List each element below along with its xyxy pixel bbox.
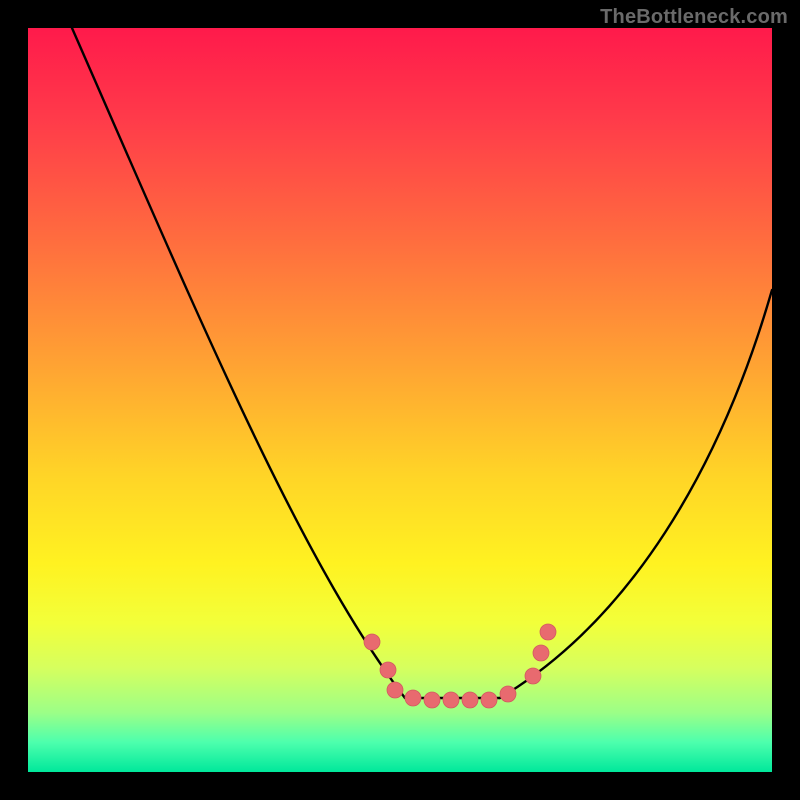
data-marker [364, 634, 380, 650]
gradient-background [28, 28, 772, 772]
data-marker [500, 686, 516, 702]
data-marker [405, 690, 421, 706]
data-marker [387, 682, 403, 698]
data-marker [380, 662, 396, 678]
chart-frame: TheBottleneck.com [0, 0, 800, 800]
data-marker [533, 645, 549, 661]
watermark-text: TheBottleneck.com [600, 6, 788, 29]
data-marker [424, 692, 440, 708]
data-marker [540, 624, 556, 640]
data-marker [443, 692, 459, 708]
data-marker [462, 692, 478, 708]
data-marker [481, 692, 497, 708]
bottleneck-chart [0, 0, 800, 800]
data-marker [525, 668, 541, 684]
